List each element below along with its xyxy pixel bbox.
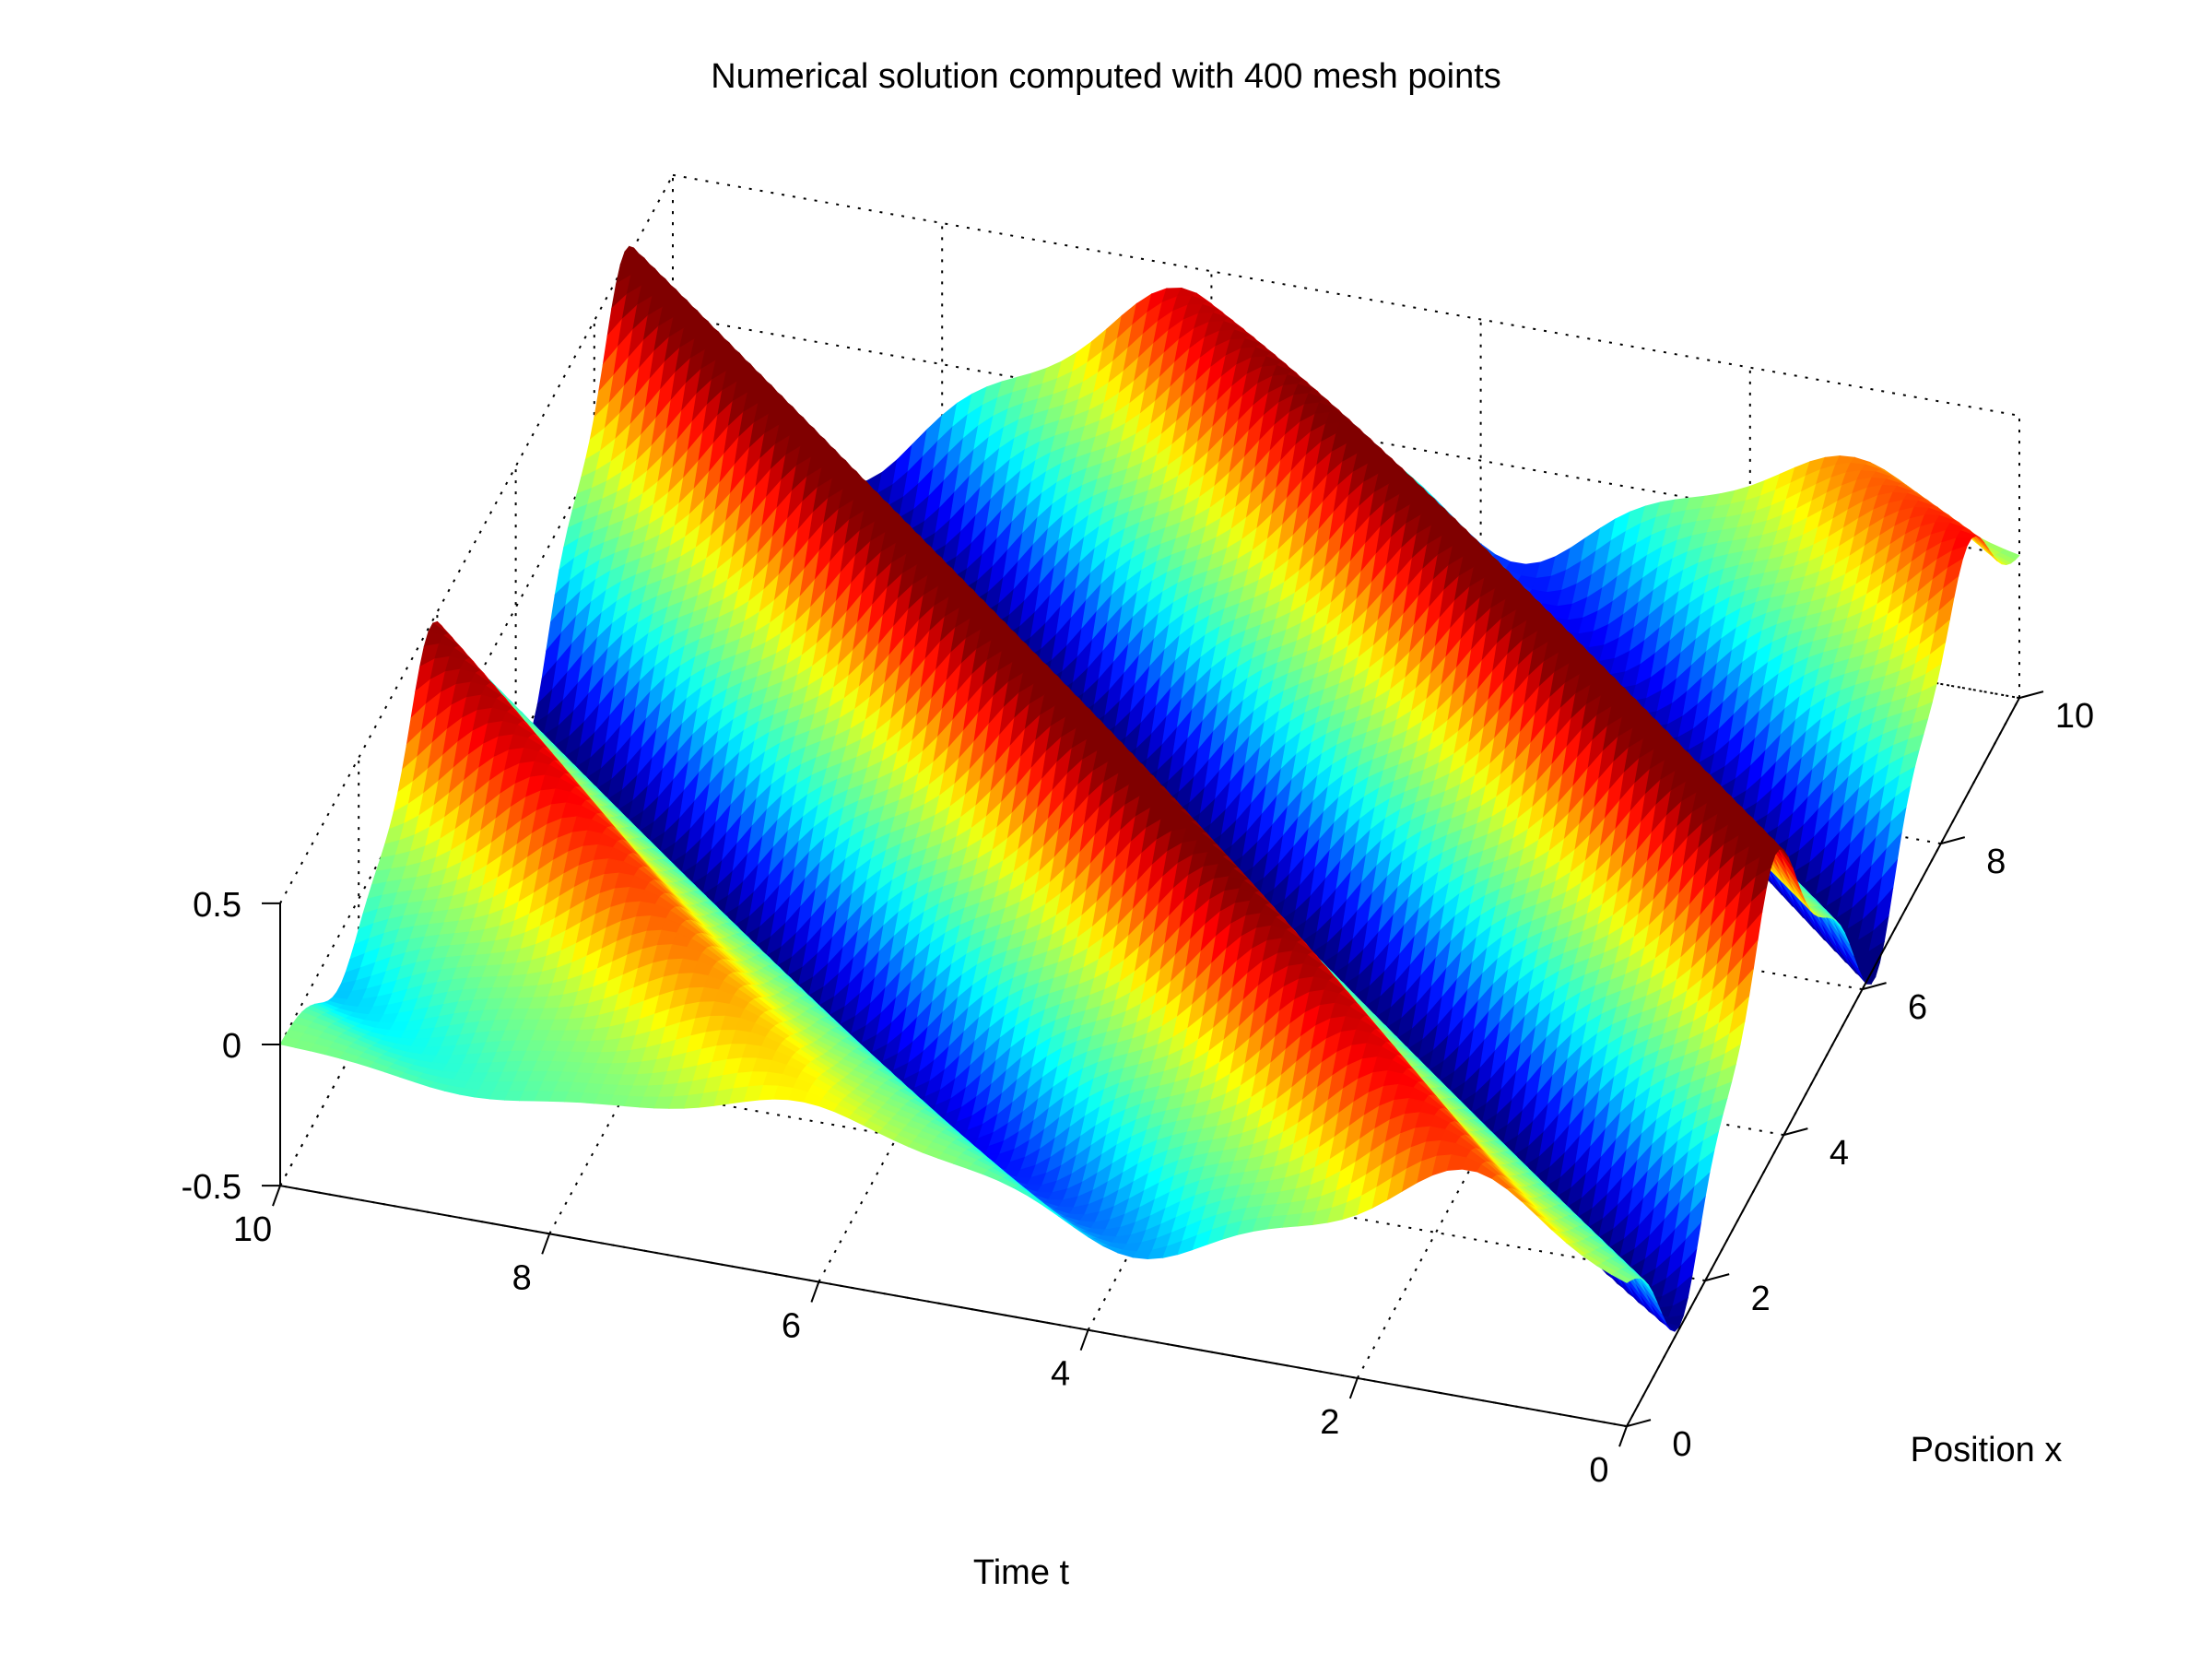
surface-mesh — [280, 246, 2019, 1331]
chart-title: Numerical solution computed with 400 mes… — [0, 57, 2212, 97]
grid-line-z-back — [673, 175, 2019, 416]
